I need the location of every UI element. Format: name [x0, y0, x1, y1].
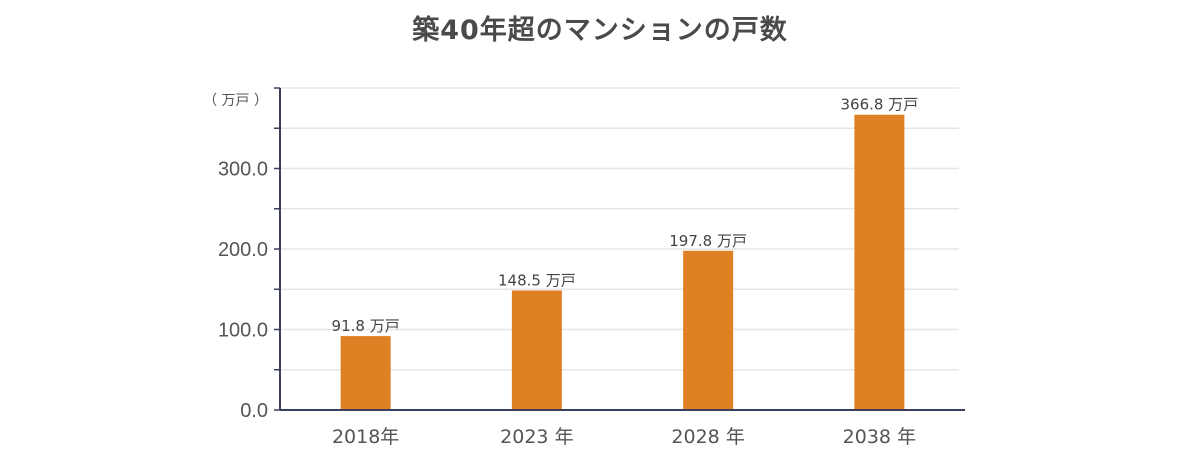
x-category-label: 2038 年 — [843, 426, 916, 448]
x-category-label: 2018年 — [332, 426, 399, 448]
bar — [340, 336, 391, 410]
y-tick-label: 100.0 — [218, 320, 268, 342]
chart-title: 築40年超のマンションの戸数 — [412, 15, 788, 46]
y-axis-unit-label: （ 万戸 ） — [203, 93, 268, 109]
y-tick-label: 200.0 — [218, 239, 268, 261]
data-label: 148.5 万戸 — [498, 271, 576, 289]
bar — [511, 290, 562, 410]
x-category-label: 2023 年 — [500, 426, 573, 448]
data-label: 366.8 万戸 — [841, 96, 919, 114]
bar — [854, 114, 905, 410]
y-tick-label: 300.0 — [218, 159, 268, 181]
data-label: 197.8 万戸 — [669, 232, 747, 250]
x-category-label: 2028 年 — [671, 426, 744, 448]
data-label: 91.8 万戸 — [332, 317, 400, 335]
y-tick-label: 0.0 — [240, 400, 268, 422]
bar — [683, 250, 734, 410]
